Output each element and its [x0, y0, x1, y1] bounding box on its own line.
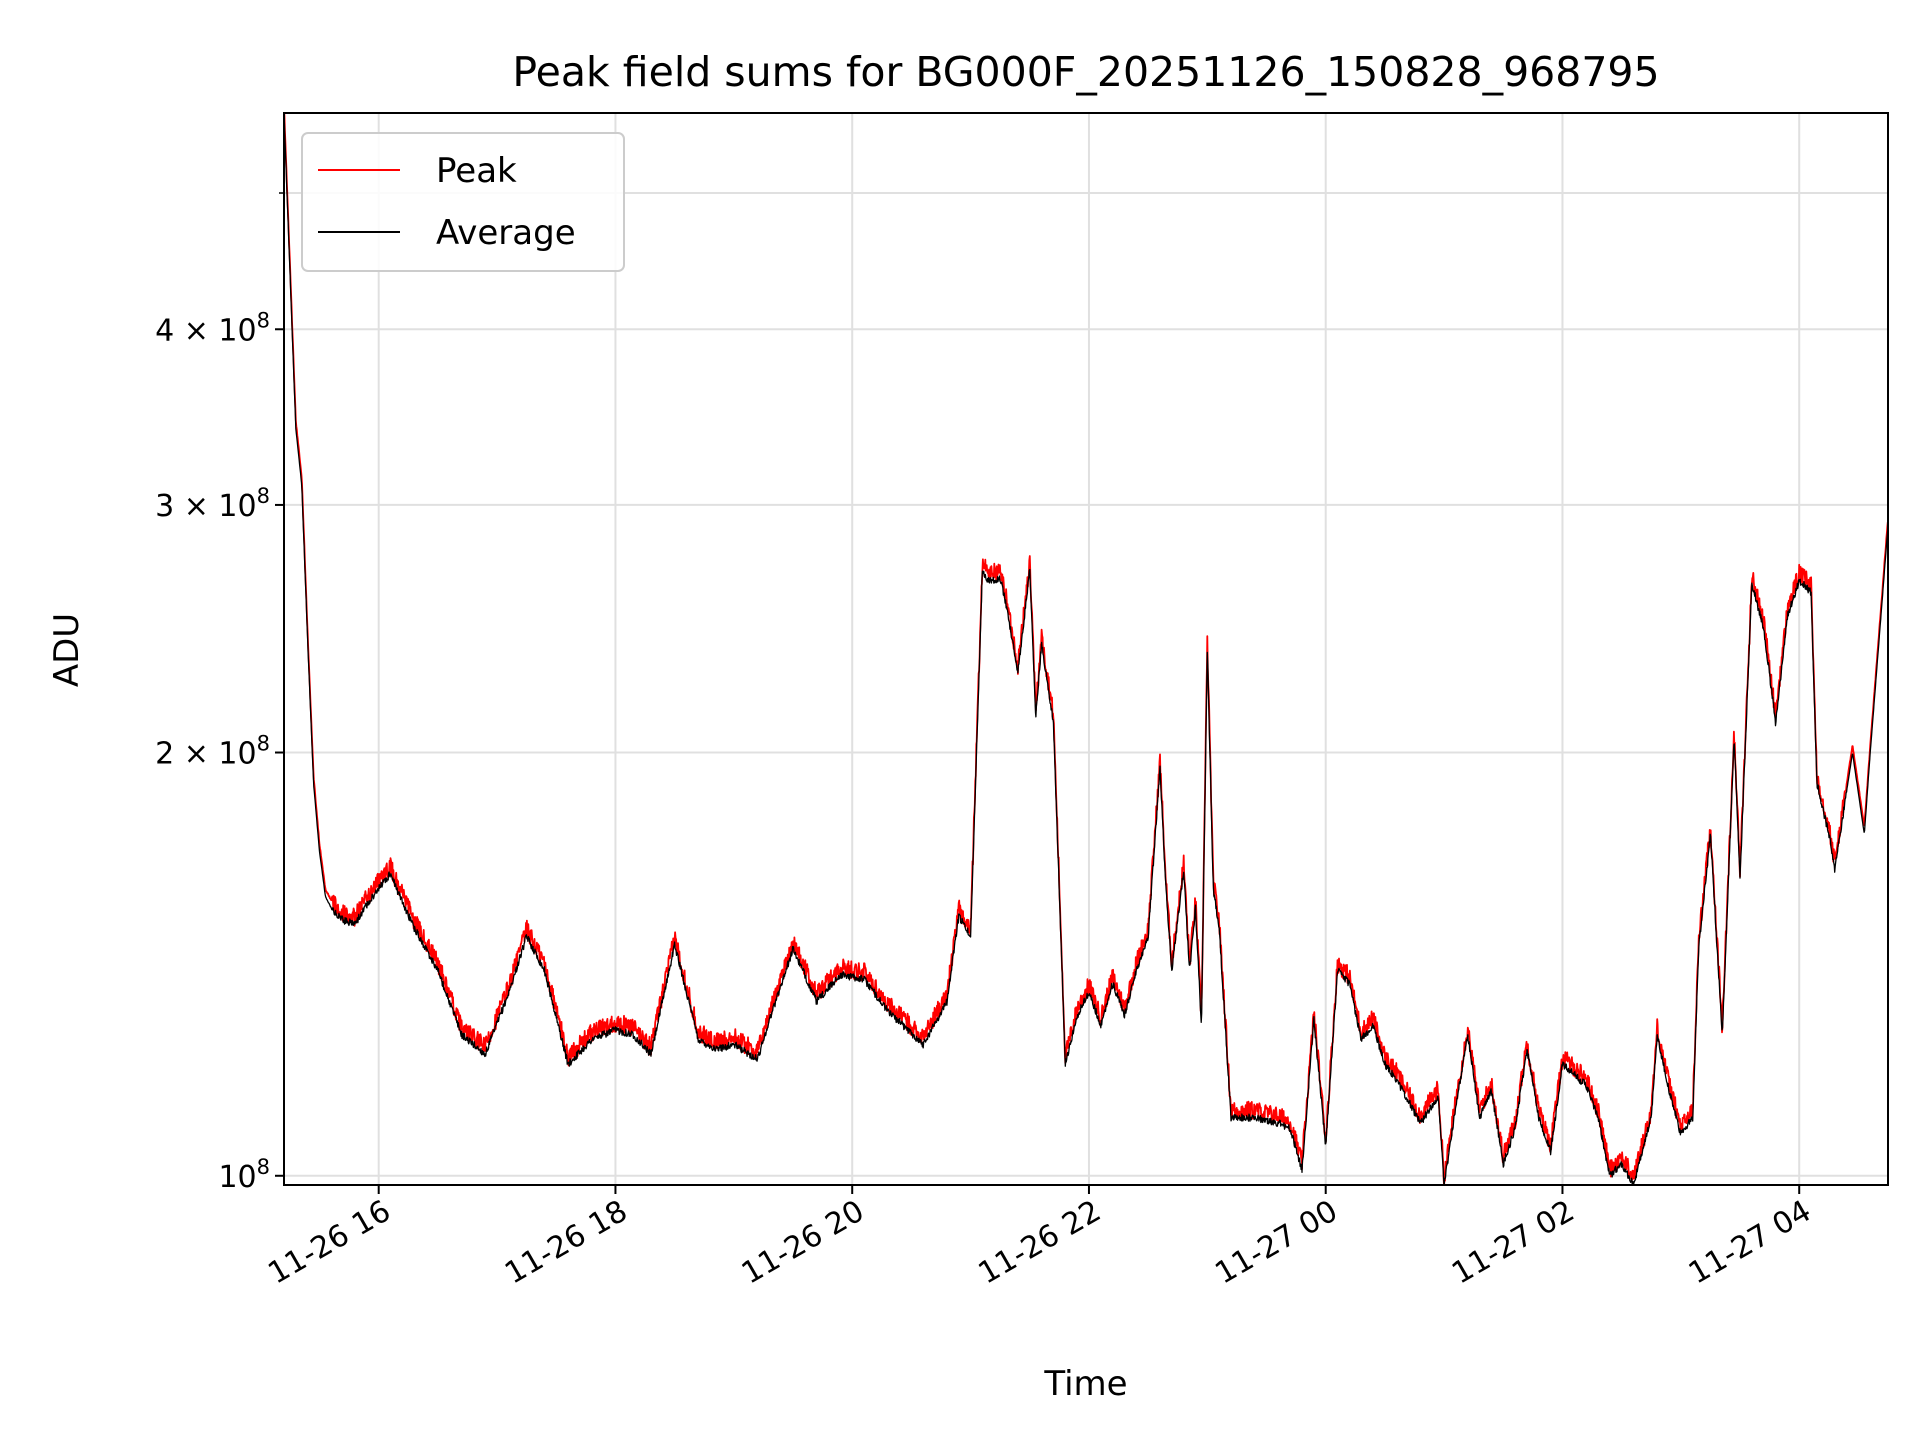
chart-title: Peak field sums for BG000F_20251126_1508…	[512, 48, 1659, 96]
x-tick-label: 11-27 00	[1209, 1194, 1343, 1292]
y-tick-label: 3 × 108	[155, 484, 270, 524]
plot-area	[284, 113, 1888, 1185]
series-line-peak	[284, 113, 1888, 1185]
legend-box	[301, 132, 625, 272]
legend-label-average: Average	[436, 213, 576, 253]
y-tick-label: 108	[218, 1155, 270, 1195]
legend-label-peak: Peak	[436, 151, 517, 191]
x-tick-label: 11-26 18	[499, 1194, 633, 1292]
x-tick-label: 11-26 22	[973, 1194, 1107, 1292]
x-tick-label: 11-26 20	[736, 1194, 870, 1292]
y-axis: 108 2 × 108 3 × 108 4 × 108	[155, 192, 284, 1195]
series-line-average	[284, 113, 1888, 1185]
x-tick-label: 11-27 02	[1446, 1194, 1580, 1292]
x-axis-title: Time	[1043, 1364, 1127, 1404]
x-tick-label: 11-26 16	[262, 1194, 396, 1292]
y-tick-label: 2 × 108	[155, 732, 270, 772]
y-tick-label: 4 × 108	[155, 308, 270, 348]
axes-frame	[283, 112, 1889, 1186]
legend: Peak Average	[301, 132, 625, 272]
y-axis-title: ADU	[47, 613, 87, 687]
x-axis: 11-26 16 11-26 18 11-26 20 11-26 22 11-27 00…	[262, 1185, 1817, 1291]
x-tick-label: 11-27 04	[1683, 1194, 1817, 1292]
series-group	[284, 113, 1888, 1185]
